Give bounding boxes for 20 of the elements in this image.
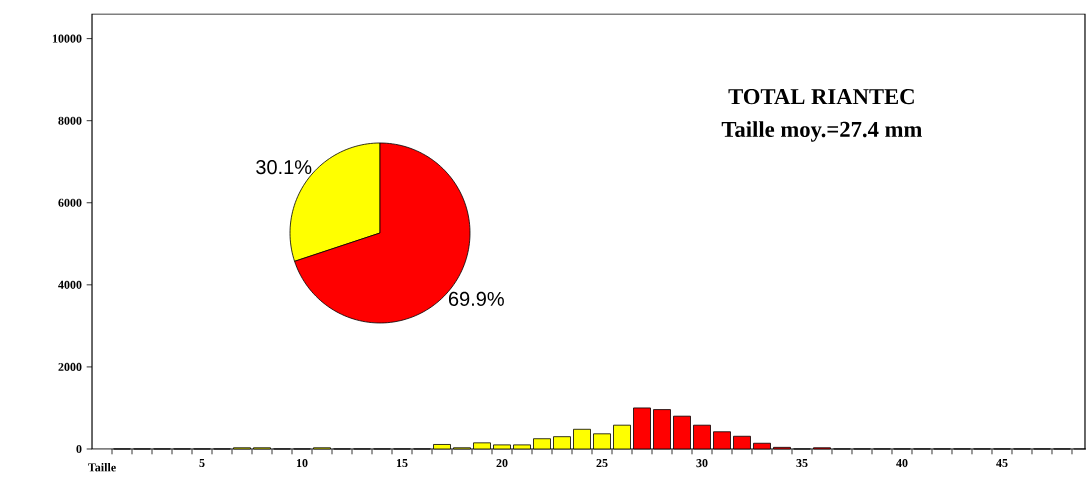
x-tick-label: 25 (596, 459, 608, 468)
data-label: 30.1% (256, 160, 312, 175)
x-tick-label: 20 (496, 459, 508, 468)
x-tick-label: 30 (696, 459, 708, 468)
x-tick-label: 45 (996, 459, 1008, 468)
y-tick-label: 2000 (58, 362, 82, 371)
y-tick-label: 4000 (58, 280, 82, 289)
y-tick-label: 6000 (58, 198, 82, 207)
x-tick-label: 35 (796, 459, 808, 468)
data-label: 69.9% (448, 291, 504, 306)
x-tick-label: 40 (896, 459, 908, 468)
x-tick-label: 15 (396, 459, 408, 468)
y-tick-label: 0 (76, 444, 82, 454)
x-axis-title: Taille (88, 463, 116, 472)
x-tick-label: 5 (199, 459, 205, 468)
text: TOTAL RIANTEC (728, 89, 914, 105)
text: Taille moy.=27.4 mm (721, 121, 922, 142)
y-tick-label: 8000 (58, 116, 82, 125)
x-tick-label: 10 (296, 459, 308, 468)
y-tick-label: 10000 (52, 34, 82, 43)
